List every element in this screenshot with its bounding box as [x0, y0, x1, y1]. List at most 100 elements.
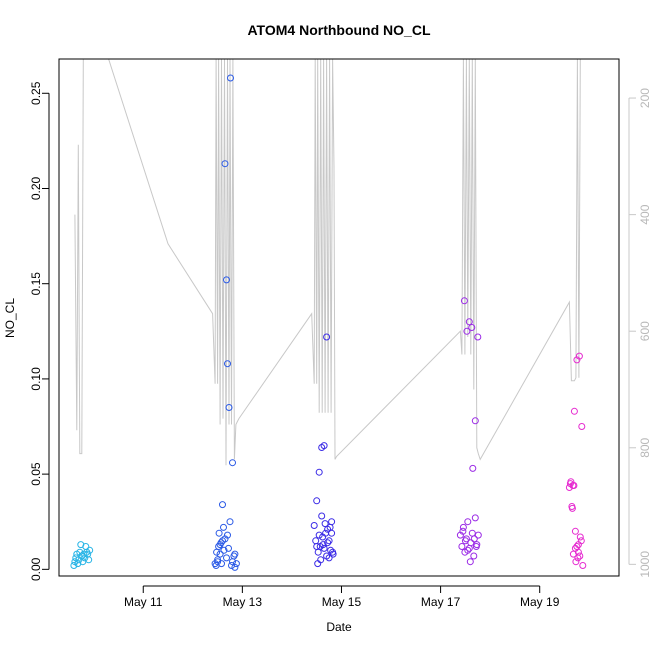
data-point — [472, 543, 480, 550]
data-point — [223, 276, 230, 284]
data-point — [70, 562, 78, 569]
scatter-points-layer — [70, 74, 587, 571]
data-point — [223, 554, 230, 562]
data-point — [574, 554, 582, 562]
data-point — [458, 543, 466, 550]
data-point — [224, 531, 231, 539]
data-point — [216, 550, 224, 558]
y-tick-label: 0.05 — [29, 462, 43, 486]
secondary-tick-label: 200 — [638, 88, 650, 108]
data-point — [579, 562, 587, 569]
data-point — [316, 543, 324, 550]
y-tick-label: 0.20 — [29, 176, 43, 200]
x-tick-label: May 13 — [223, 595, 263, 609]
secondary-line-layer — [74, 59, 584, 466]
plot-frame — [58, 58, 620, 577]
data-point — [474, 333, 482, 341]
data-point — [225, 544, 232, 552]
data-point — [310, 522, 318, 529]
x-tick-label: May 11 — [124, 595, 163, 609]
data-point — [213, 548, 221, 556]
data-point — [328, 518, 336, 526]
x-tick-label: May 17 — [421, 595, 461, 609]
data-point — [85, 556, 93, 564]
data-point — [312, 537, 320, 545]
data-point — [470, 535, 478, 543]
secondary-tick-label: 600 — [638, 321, 650, 341]
data-point — [329, 548, 337, 556]
secondary-tick-label: 1000 — [638, 551, 650, 578]
y-axis-label: NO_CL — [3, 298, 17, 338]
secondary-series-line — [74, 59, 584, 466]
data-point — [459, 523, 467, 531]
data-point — [575, 352, 583, 360]
data-point — [573, 543, 581, 550]
data-point — [220, 546, 228, 554]
data-point — [215, 529, 223, 537]
data-point — [315, 531, 323, 539]
y-tick-label: 0.10 — [29, 367, 43, 391]
data-point — [570, 407, 578, 415]
data-point — [229, 459, 236, 467]
data-point — [232, 560, 240, 568]
data-point — [76, 548, 84, 556]
data-point — [326, 523, 334, 531]
axes-layer: 0.00 0.05 0.10 0.15 0.20 0.25 May 11 May 13 May … — [29, 81, 650, 609]
data-point — [324, 539, 332, 547]
data-point — [470, 552, 478, 560]
data-point — [466, 558, 474, 566]
data-point — [313, 497, 321, 505]
data-point — [318, 512, 326, 520]
data-point — [325, 537, 333, 545]
data-point — [227, 74, 234, 82]
x-tick-label: May 15 — [322, 595, 362, 609]
data-point — [463, 327, 471, 335]
data-point — [217, 539, 225, 547]
data-point — [221, 160, 229, 168]
y-tick-label: 0.00 — [29, 557, 43, 581]
data-point — [320, 544, 328, 552]
data-point — [468, 529, 476, 537]
data-point — [468, 324, 476, 331]
data-point — [571, 527, 579, 535]
x-tick-label: May 19 — [520, 595, 560, 609]
data-point — [319, 533, 327, 541]
data-point — [220, 523, 227, 531]
data-point — [86, 546, 94, 554]
data-point — [569, 482, 577, 489]
secondary-tick-label: 800 — [638, 437, 650, 457]
data-point — [214, 558, 222, 566]
x-axis-label: Date — [326, 620, 352, 634]
data-point — [465, 318, 473, 326]
y-tick-label: 0.25 — [29, 81, 43, 105]
data-point — [328, 529, 336, 537]
data-point — [224, 360, 231, 368]
data-point — [461, 537, 469, 545]
data-point — [569, 550, 577, 558]
data-point — [460, 297, 468, 305]
data-point — [572, 558, 580, 566]
data-point — [314, 548, 322, 556]
data-point — [459, 527, 467, 535]
data-point — [231, 563, 239, 571]
data-point — [219, 501, 226, 509]
data-point — [218, 560, 225, 568]
data-point — [320, 442, 328, 450]
data-point — [231, 550, 239, 558]
data-point — [578, 423, 586, 430]
data-point — [465, 544, 473, 552]
data-point — [323, 333, 331, 341]
data-point — [576, 552, 584, 560]
data-point — [321, 520, 329, 528]
secondary-tick-label: 400 — [638, 204, 650, 224]
y-tick-label: 0.15 — [29, 272, 43, 296]
data-point — [226, 518, 234, 526]
data-point — [574, 541, 582, 549]
data-point — [225, 404, 233, 411]
data-point — [464, 518, 472, 526]
data-point — [576, 533, 584, 541]
data-point — [214, 556, 222, 564]
data-point — [469, 464, 477, 472]
data-point — [568, 503, 576, 510]
